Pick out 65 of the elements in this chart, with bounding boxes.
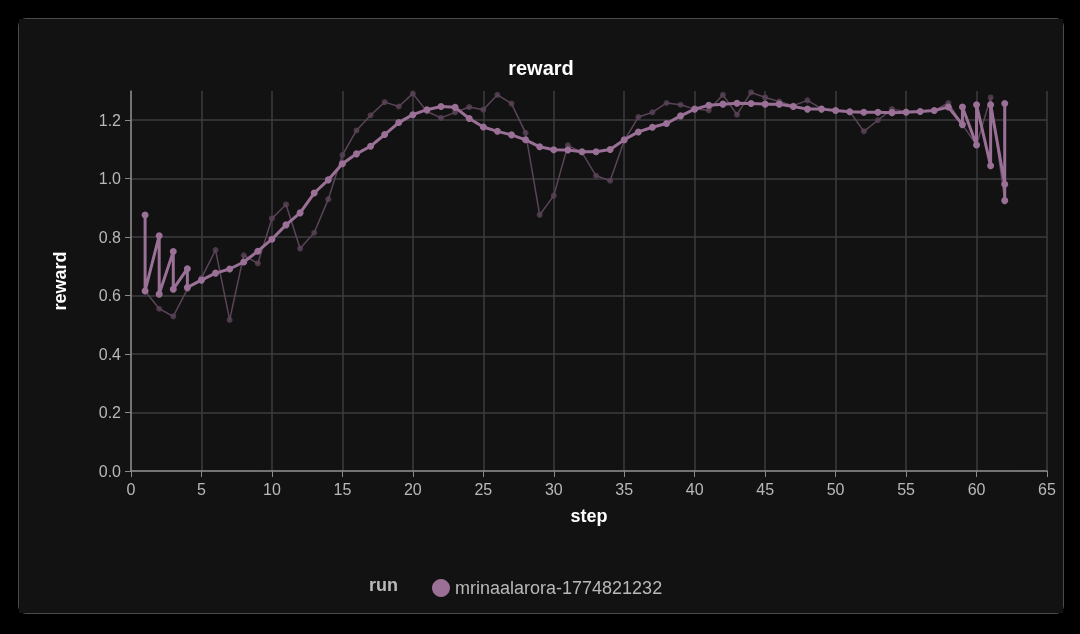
point: [649, 109, 656, 116]
y-tick-label: 0.2: [98, 404, 122, 422]
chart-title: reward: [508, 57, 574, 79]
legend-label: mrinaalarora-1774821232: [455, 578, 663, 598]
y-tick-label: 1.2: [98, 111, 122, 129]
point: [762, 94, 769, 101]
point: [663, 99, 670, 106]
point: [438, 114, 445, 121]
point: [156, 305, 163, 312]
x-tick-label: 15: [333, 480, 352, 498]
legend-title: run: [369, 575, 398, 595]
point: [550, 192, 557, 199]
x-tick-label: 40: [685, 480, 704, 498]
x-tick-label: 50: [826, 480, 845, 498]
point: [508, 100, 515, 107]
point: [226, 316, 233, 323]
point: [311, 229, 318, 236]
point: [466, 104, 473, 111]
point: [409, 90, 416, 97]
point: [480, 106, 487, 113]
point: [607, 177, 614, 184]
x-tick-label: 5: [197, 480, 207, 498]
point: [748, 89, 755, 96]
point: [353, 127, 360, 134]
x-tick-label: 60: [967, 480, 986, 498]
x-tick-label: 35: [615, 480, 634, 498]
point: [367, 112, 374, 119]
point: [381, 99, 388, 106]
point: [254, 260, 261, 267]
point: [874, 117, 881, 124]
point: [297, 245, 304, 252]
point: [395, 103, 402, 110]
x-tick-label: 0: [126, 480, 136, 498]
x-tick-label: 20: [403, 480, 422, 498]
y-axis-title: reward: [50, 251, 70, 311]
x-tick-label: 45: [756, 480, 775, 498]
y-tick-label: 1.0: [98, 170, 122, 188]
x-tick-label: 10: [263, 480, 281, 498]
point: [240, 252, 247, 259]
point: [325, 196, 332, 203]
point: [268, 215, 275, 222]
point: [170, 313, 177, 320]
y-tick-label: 0.6: [98, 287, 122, 305]
point: [212, 247, 219, 254]
y-tick-label: 0.4: [98, 345, 122, 363]
x-tick-label: 30: [544, 480, 563, 498]
x-tick-label: 55: [897, 480, 916, 498]
point: [339, 152, 346, 159]
point: [593, 172, 600, 179]
point: [283, 201, 290, 208]
point: [677, 101, 684, 108]
x-tick-label: 25: [474, 480, 493, 498]
point: [733, 111, 740, 118]
point: [719, 91, 726, 98]
point: [987, 94, 994, 101]
x-tick-label: 65: [1038, 480, 1056, 498]
point: [522, 129, 529, 136]
y-tick-label: 0.8: [98, 228, 122, 246]
point: [860, 128, 867, 135]
point: [494, 91, 501, 98]
y-tick-label: 0.0: [98, 462, 122, 480]
point: [804, 97, 811, 104]
x-axis-title: step: [570, 506, 608, 526]
point: [635, 114, 642, 121]
point: [536, 211, 543, 218]
